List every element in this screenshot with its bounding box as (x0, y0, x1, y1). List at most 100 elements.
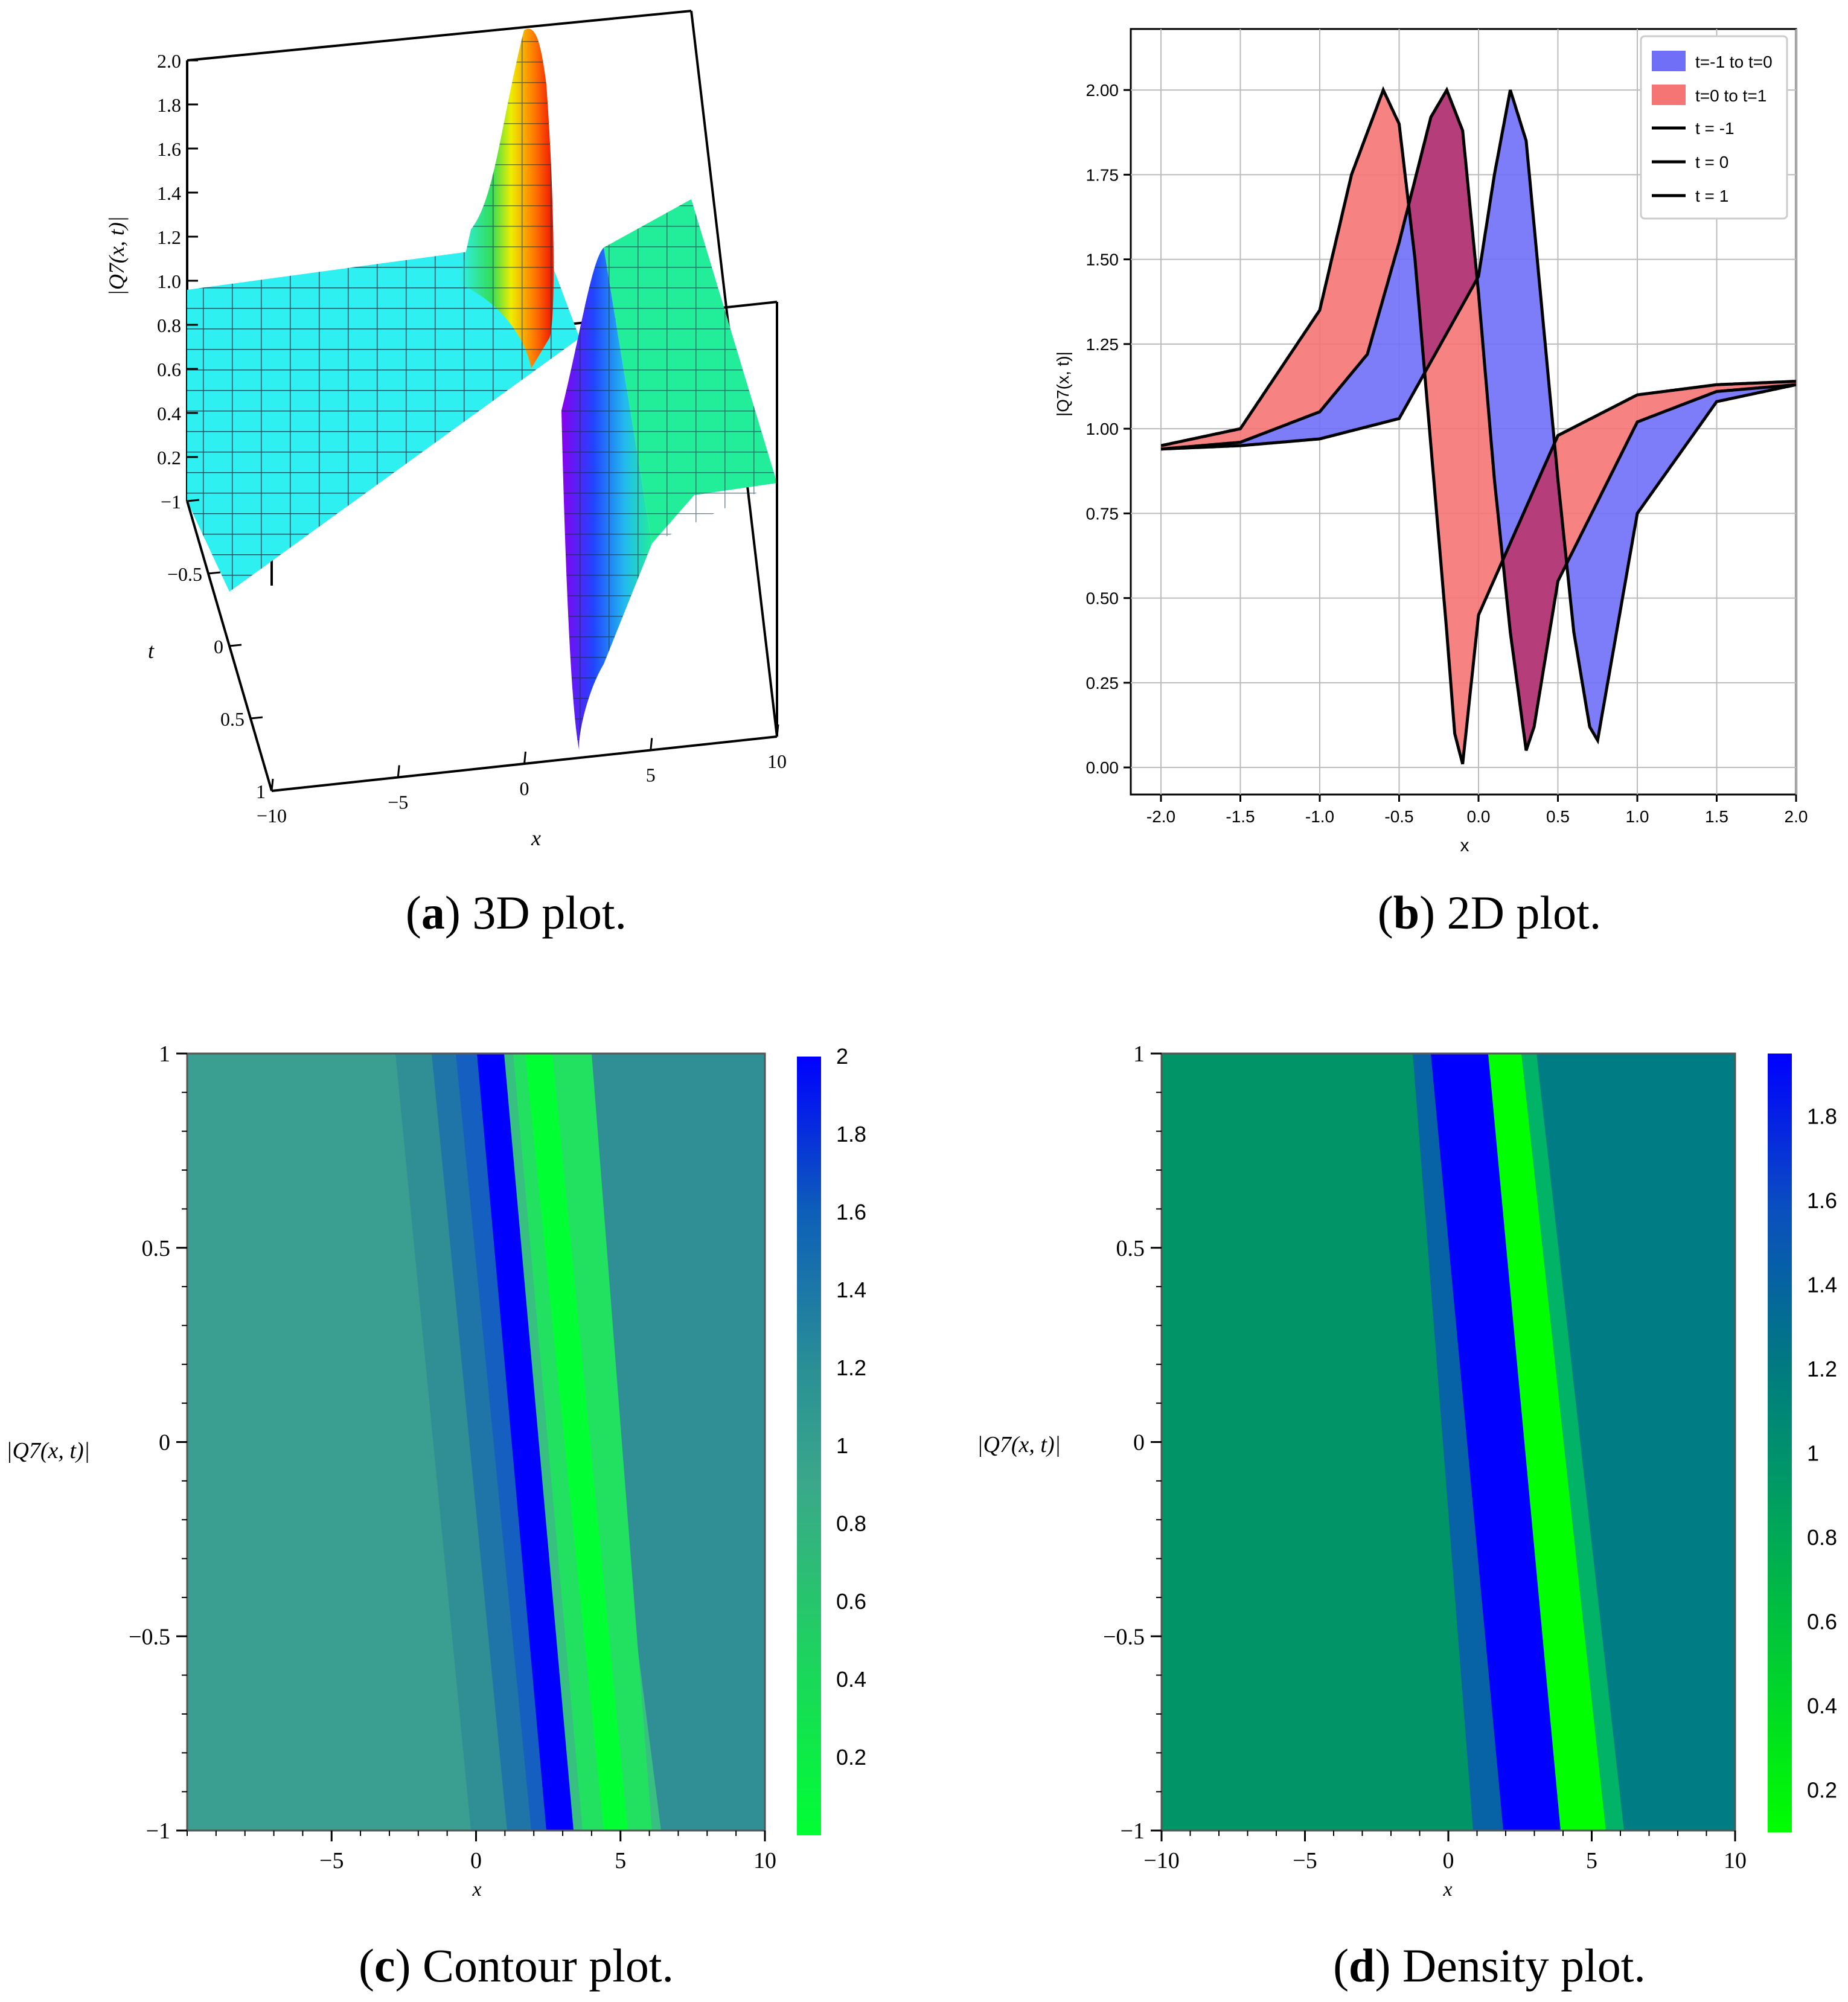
x-tick-label: −5 (388, 792, 408, 813)
z-tick-label: 0.8 (157, 315, 181, 336)
contour-band-trough (525, 1054, 628, 1831)
colorbar-tick-label: 1.8 (1807, 1104, 1837, 1129)
t-axis-label: t (148, 639, 155, 663)
panel-d-density-plot: −10 −5 0 5 10 −1 −0.5 0 0.5 1 |Q7(x, t)| x 0.2 0.4… (977, 1041, 1837, 1992)
y-tick-label: 1.00 (1086, 420, 1119, 438)
axis-ticks: −5 0 5 10 −1 −0.5 0 0.5 1 (129, 1041, 776, 1873)
box-edge (187, 10, 692, 62)
colorbar-tick-label: 1.6 (836, 1200, 866, 1224)
colorbar (1768, 1054, 1792, 1832)
colorbar-tick-label: 1 (836, 1433, 848, 1458)
colorbar-ticks: 0.2 0.4 0.6 0.8 1 1.2 1.4 1.6 1.8 2 (836, 1044, 866, 1770)
x-axis-label: x (1460, 836, 1469, 855)
x-axis-label: x (472, 1878, 481, 1901)
x-axis-ticks: −10 −5 0 5 10 (257, 724, 787, 827)
z-tick-label: 1.8 (157, 94, 181, 116)
legend-swatch-red (1652, 85, 1686, 105)
y-tick-label: 1.50 (1086, 251, 1119, 269)
y-tick-label: 1.75 (1086, 165, 1119, 184)
x-tick-label: 2.0 (1785, 807, 1808, 826)
t-tick (271, 788, 284, 792)
line-t-minus-1 (1161, 89, 1796, 745)
z-axis-label: |Q7(x, t)| (104, 216, 129, 296)
legend-box (1640, 35, 1788, 220)
density-peak-band (1431, 1054, 1561, 1831)
x-tick-label: -0.5 (1384, 807, 1413, 826)
colorbar-tick-label: 0.6 (836, 1589, 866, 1614)
x-axis-label: x (531, 826, 541, 850)
y-tick-label: 0 (1133, 1430, 1145, 1456)
x-tick-label: 10 (753, 1848, 776, 1873)
x-tick (523, 751, 526, 764)
z-tick-label: 0.2 (157, 447, 181, 469)
y-tick-label: 0.5 (142, 1236, 171, 1261)
x-tick-label: 0.5 (1546, 807, 1570, 826)
colorbar-tick-label: 1.4 (1807, 1273, 1837, 1297)
surface-mesh-peak (459, 28, 554, 368)
caption-c: (c) Contour plot. (359, 1939, 674, 1992)
t-tick-label: 0.5 (220, 708, 245, 730)
surface-mesh-left (187, 241, 580, 592)
y-tick-label: 0 (159, 1430, 170, 1456)
t-axis-ticks: −1 −0.5 0 0.5 1 (161, 491, 284, 802)
legend-label: t = 1 (1695, 187, 1728, 205)
x-tick-label: 10 (767, 750, 787, 772)
x-tick-label: 0.0 (1467, 807, 1491, 826)
legend-swatch-blue (1652, 51, 1686, 71)
density-fade (1521, 1054, 1624, 1831)
z-tick-label: 1.6 (157, 138, 181, 160)
z-tick-label: 0.6 (157, 359, 181, 380)
legend-label: t = -1 (1695, 119, 1734, 138)
y-axis-label: |Q7(x, t)| (6, 1438, 90, 1463)
x-tick-label: -2.0 (1146, 807, 1175, 826)
y-tick-label: 0.00 (1086, 758, 1119, 777)
y-tick-label: 1 (159, 1041, 170, 1067)
colorbar-tick-label: 0.2 (1807, 1777, 1837, 1802)
x-tick-label: 5 (646, 764, 656, 786)
panel-a-3d-plot: 0.2 0.4 0.6 0.8 1.0 1.2 1.4 1.6 1.8 2.0 |Q7(x, t)… (104, 10, 787, 939)
t-tick (250, 716, 263, 720)
fill-t0-to-t1 (1161, 90, 1796, 764)
caption-d: (d) Density plot. (1333, 1939, 1646, 1992)
y-tick-label: 1.25 (1086, 335, 1119, 354)
x-tick (270, 778, 274, 792)
x-tick-label: −10 (257, 805, 287, 827)
t-tick (229, 644, 242, 647)
colorbar-tick-label: 1.4 (836, 1278, 866, 1302)
colorbar-tick-label: 0.4 (836, 1667, 866, 1692)
colorbar-tick-label: 0.4 (1807, 1693, 1837, 1718)
x-tick-label: 5 (615, 1848, 626, 1873)
x-tick-label: −10 (1143, 1848, 1179, 1873)
colorbar-tick-label: 1.8 (836, 1122, 866, 1147)
x-tick-label: −5 (319, 1848, 344, 1873)
z-tick-label: 1.4 (157, 182, 181, 204)
y-tick-label: −1 (146, 1818, 170, 1844)
x-tick-label: 1.0 (1626, 807, 1649, 826)
colorbar-tick-label: 1.2 (1807, 1357, 1837, 1381)
colorbar-tick-label: 0.8 (1807, 1525, 1837, 1550)
density-trough-band (1488, 1054, 1606, 1831)
y-tick-label: 0.25 (1086, 674, 1119, 692)
z-tick-label: 2.0 (157, 50, 181, 72)
y-tick-label: −0.5 (1103, 1624, 1145, 1649)
axis-ticks: -2.0 -1.5 -1.0 -0.5 0.0 0.5 1.0 1.5 2.0 0.00 0.25 0… (1086, 81, 1808, 826)
t-tick-label: −0.5 (167, 563, 202, 585)
x-tick (650, 738, 653, 750)
y-tick-label: 1 (1133, 1041, 1145, 1067)
legend-label: t=-1 to t=0 (1695, 53, 1773, 71)
z-tick-label: 1.0 (157, 270, 181, 292)
y-tick-label: 0.75 (1086, 504, 1119, 523)
z-axis-ticks: 0.2 0.4 0.6 0.8 1.0 1.2 1.4 1.6 1.8 2.0 (157, 50, 198, 469)
x-tick-label: -1.0 (1305, 807, 1334, 826)
colorbar-tick-label: 0.8 (836, 1511, 866, 1536)
contour-band-peak (477, 1054, 577, 1831)
caption-b: (b) 2D plot. (1378, 886, 1602, 939)
y-tick-label: 0.5 (1116, 1236, 1145, 1261)
panel-b-2d-plot: -2.0 -1.5 -1.0 -0.5 0.0 0.5 1.0 1.5 2.0 0.00 0.25 0… (1053, 28, 1808, 939)
y-axis-label: |Q7(x, t)| (1053, 351, 1072, 417)
x-tick-label: 1.5 (1705, 807, 1728, 826)
t-tick-label: 0 (214, 636, 223, 657)
colorbar-tick-label: 1.6 (1807, 1188, 1837, 1213)
colorbar (797, 1057, 821, 1835)
